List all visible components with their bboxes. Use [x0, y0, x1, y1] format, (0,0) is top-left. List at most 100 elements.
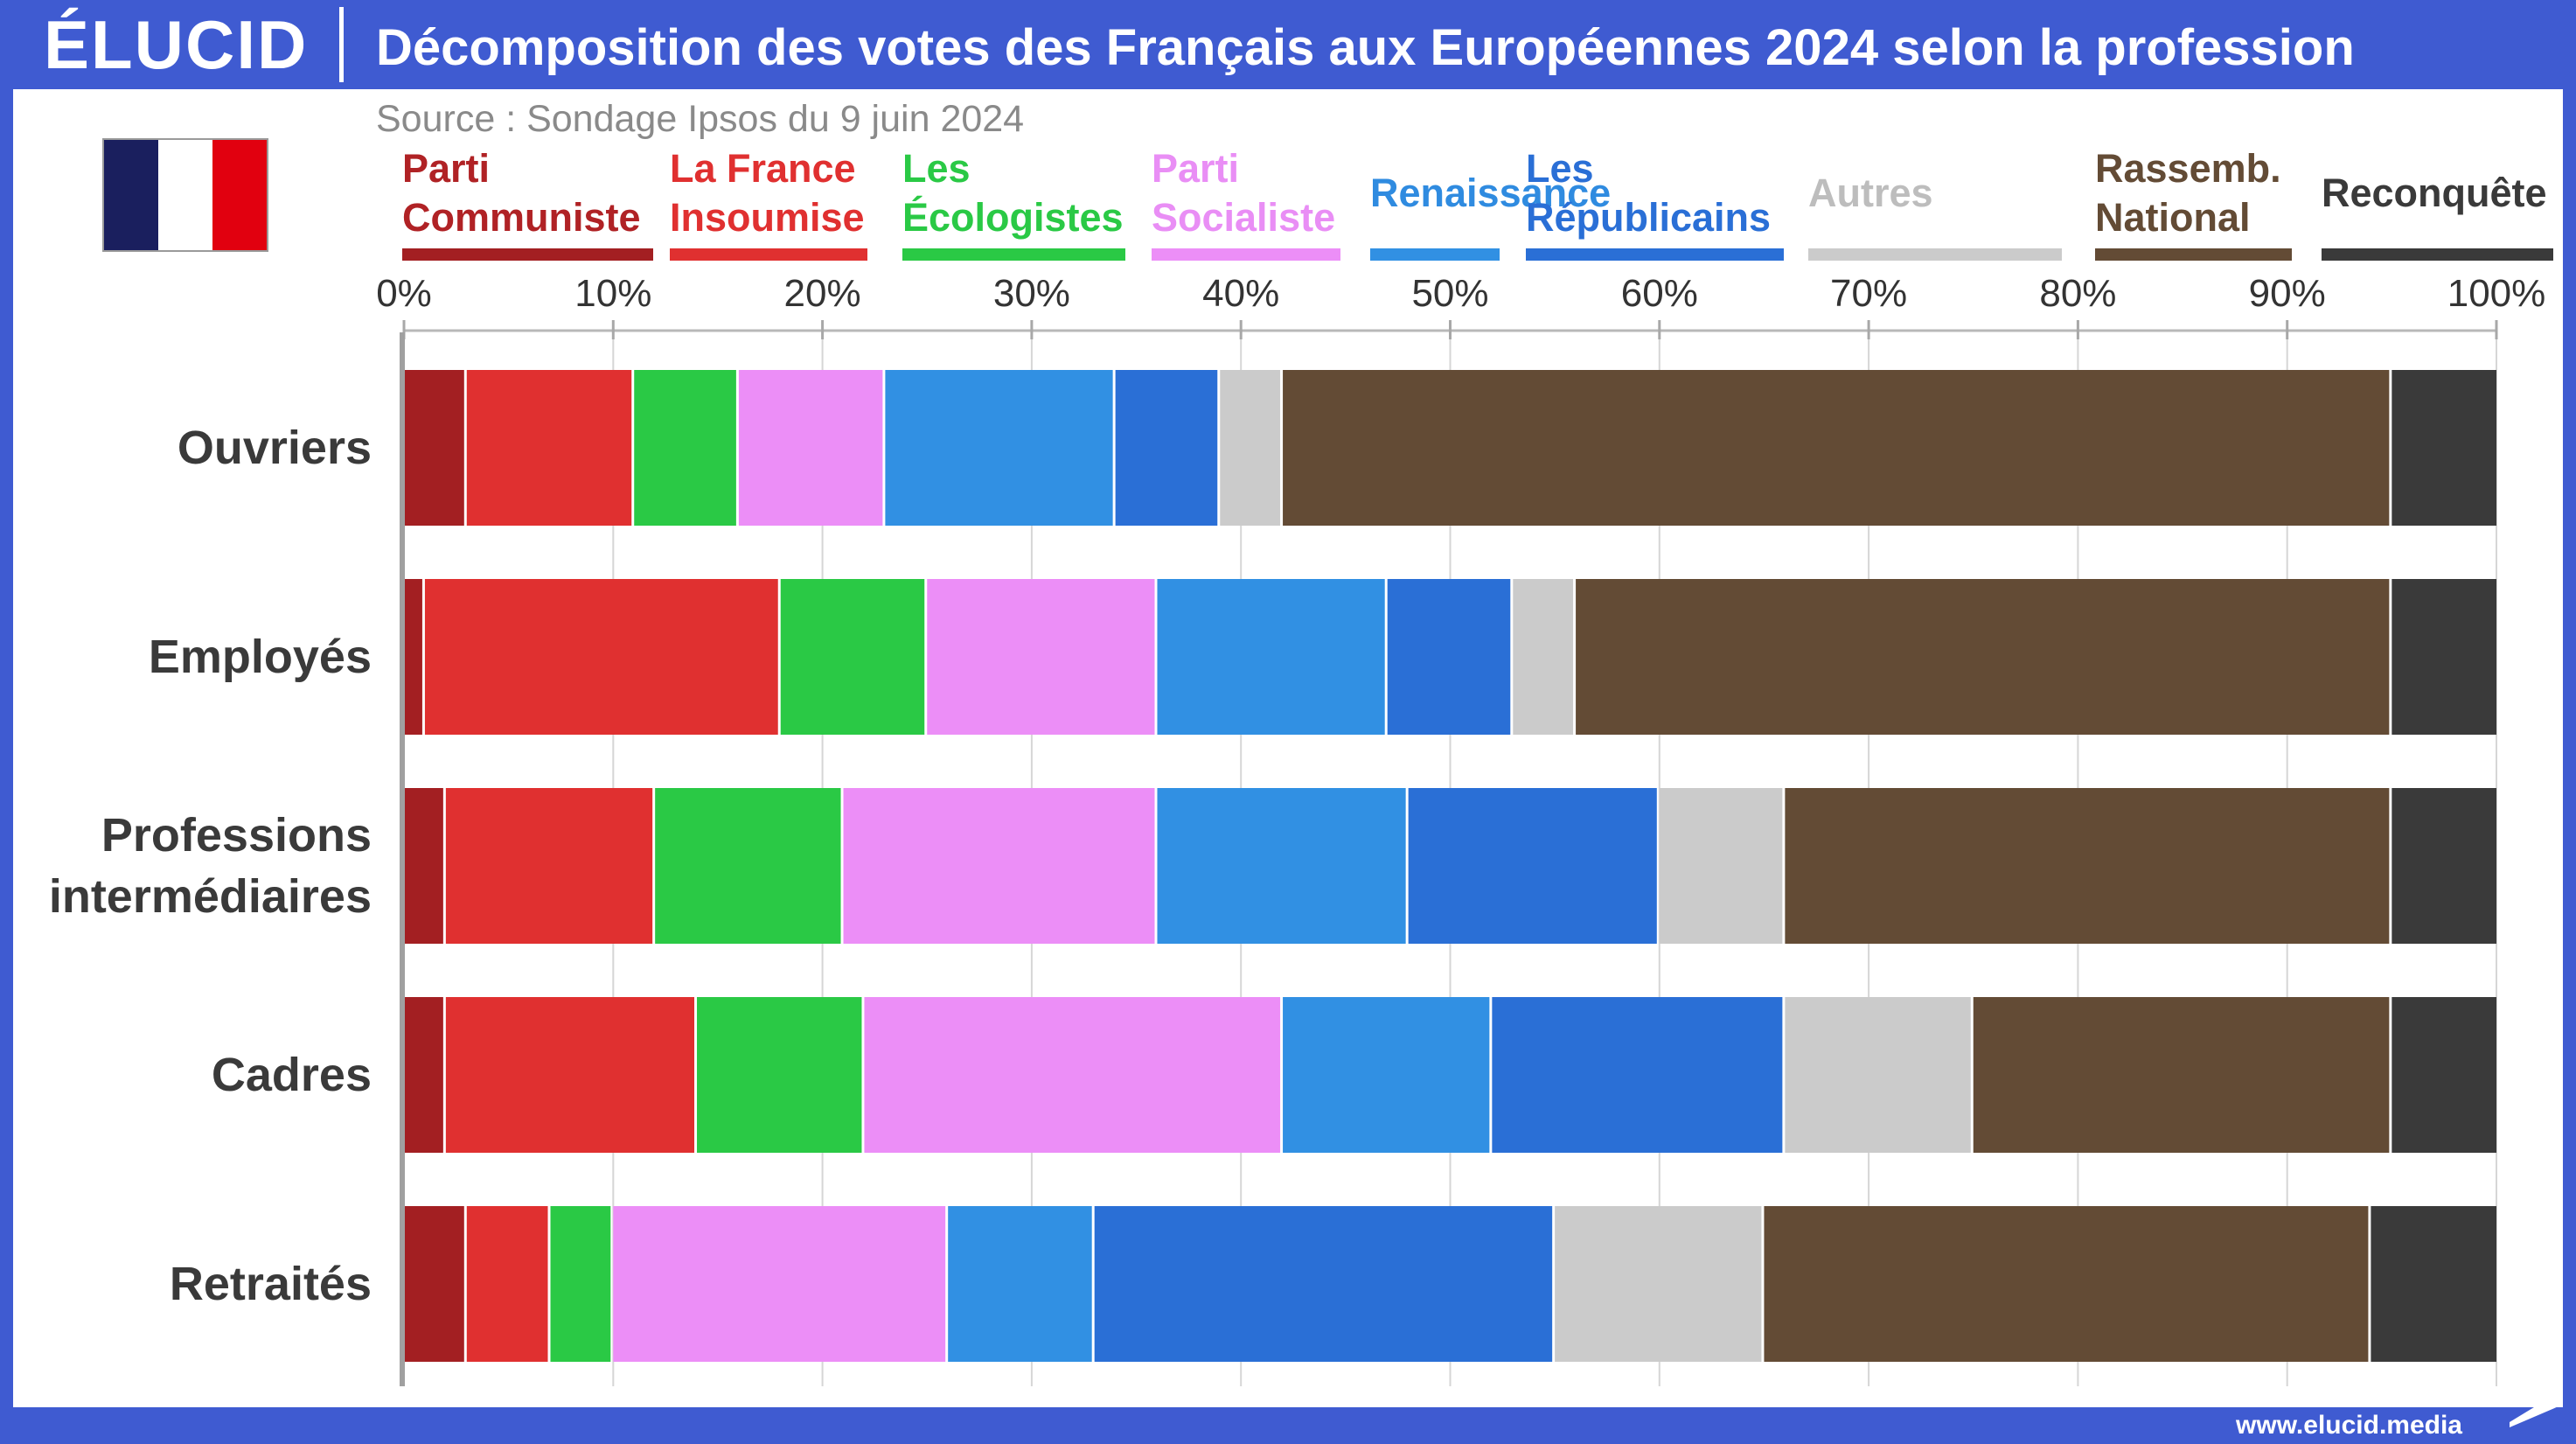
category-label: Professions — [101, 809, 372, 862]
legend-swatch — [1526, 248, 1784, 261]
legend-swatch — [902, 248, 1125, 261]
category-label: Retraités — [170, 1258, 372, 1310]
x-tick-label: 30% — [993, 272, 1070, 315]
bar-segment — [466, 1206, 548, 1362]
legend-label: La France — [670, 146, 856, 191]
bar-segment — [1283, 370, 2390, 526]
flag-stripe-blue — [104, 140, 158, 250]
legend-swatch — [1808, 248, 2062, 261]
footer-url: www.elucid.media — [2236, 1411, 2462, 1440]
x-tick-label: 20% — [784, 272, 861, 315]
legend-swatch — [2322, 248, 2553, 261]
bar-segment — [1973, 997, 2390, 1153]
x-tick-label: 40% — [1202, 272, 1279, 315]
legend-label: Parti — [1152, 146, 1239, 191]
legend-label: Les — [902, 146, 971, 191]
x-tick-label: 100% — [2447, 272, 2546, 315]
x-tick-label: 50% — [1411, 272, 1488, 315]
bar-segment — [424, 579, 778, 735]
source-note: Source : Sondage Ipsos du 9 juin 2024 — [376, 98, 1025, 140]
bar-segment — [1283, 997, 1490, 1153]
legend-label: Renaissance — [1370, 171, 1611, 215]
legend-item: Autres — [1808, 171, 2062, 261]
legend-label: National — [2095, 195, 2251, 240]
bar-segment — [1157, 788, 1406, 944]
bar-segment — [843, 788, 1155, 944]
bar-segment — [404, 579, 422, 735]
bar-segment — [550, 1206, 611, 1362]
bar-segment — [948, 1206, 1092, 1362]
bar-segment — [1785, 788, 2390, 944]
legend-item: Renaissance — [1370, 171, 1611, 261]
bar-segment — [697, 997, 862, 1153]
bar-segment — [1157, 579, 1385, 735]
bar-segment — [1408, 788, 1657, 944]
bar-segment — [404, 370, 464, 526]
bar-segment — [738, 370, 883, 526]
bar-segment — [927, 579, 1155, 735]
bar-segment — [466, 370, 632, 526]
x-tick-label: 90% — [2249, 272, 2326, 315]
category-label: intermédiaires — [49, 870, 372, 923]
legend-swatch — [402, 248, 653, 261]
legend-label: Communiste — [402, 195, 641, 240]
legend-swatch — [2095, 248, 2292, 261]
legend-swatch — [1370, 248, 1500, 261]
legend-label: Socialiste — [1152, 195, 1335, 240]
flag-stripe-white — [158, 140, 212, 250]
legend-swatch — [1152, 248, 1340, 261]
bar-segment — [2392, 997, 2496, 1153]
legend-label: Écologistes — [902, 195, 1124, 240]
bar-segment — [655, 788, 841, 944]
bar-segment — [1576, 579, 2390, 735]
bar-segment — [404, 788, 443, 944]
legend-label: Rassemb. — [2095, 146, 2281, 191]
bar-segment — [1115, 370, 1218, 526]
bar-segment — [1785, 997, 1971, 1153]
bar-segment — [2392, 370, 2496, 526]
bar-segment — [613, 1206, 946, 1362]
page-title: Décomposition des votes des Français aux… — [376, 19, 2355, 76]
bar-segment — [2392, 788, 2496, 944]
flag-stripe-red — [212, 140, 267, 250]
legend-label: Les — [1526, 146, 1594, 191]
footer-bar — [0, 1407, 2576, 1444]
bar-segment — [885, 370, 1113, 526]
header-bar — [0, 0, 2576, 89]
france-flag — [102, 138, 268, 252]
bar-segment — [864, 997, 1281, 1153]
bar-segment — [445, 788, 653, 944]
category-label: Employés — [149, 631, 372, 683]
legend-label: Reconquête — [2322, 171, 2547, 215]
bar-segment — [1555, 1206, 1762, 1362]
legend-label: Parti — [402, 146, 490, 191]
legend-item: Reconquête — [2322, 171, 2553, 261]
bar-segment — [404, 1206, 464, 1362]
x-tick-label: 80% — [2039, 272, 2116, 315]
header-separator — [339, 7, 344, 82]
bar-segment — [1513, 579, 1574, 735]
x-tick-label: 60% — [1621, 272, 1698, 315]
bar-segment — [1220, 370, 1281, 526]
bar-segment — [445, 997, 695, 1153]
chart-panel — [13, 89, 2563, 1407]
bar-segment — [1387, 579, 1511, 735]
legend-label: Républicains — [1526, 195, 1771, 240]
bar-segment — [1764, 1206, 2369, 1362]
x-tick-label: 70% — [1830, 272, 1907, 315]
x-tick-label: 0% — [376, 272, 432, 315]
legend-swatch — [670, 248, 867, 261]
bar-segment — [2371, 1206, 2496, 1362]
legend-label: Insoumise — [670, 195, 865, 240]
bar-segment — [1094, 1206, 1553, 1362]
category-label: Cadres — [212, 1049, 372, 1101]
legend-item: Rassemb.National — [2095, 146, 2292, 261]
bar-segment — [2392, 579, 2496, 735]
x-tick-label: 10% — [574, 272, 651, 315]
